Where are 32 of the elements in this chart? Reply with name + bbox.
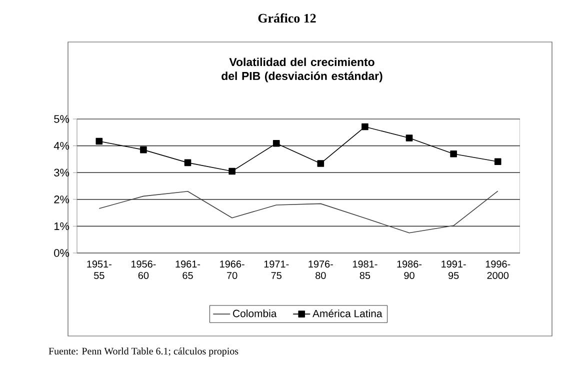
- y-tick-label: 5%: [54, 115, 70, 123]
- x-tick-label: 1986- 90: [397, 260, 422, 280]
- y-tick-label: 3%: [54, 168, 70, 176]
- legend-label: Colombia: [233, 310, 277, 318]
- point: [140, 146, 147, 154]
- source-note: Fuente: Penn World Table 6.1; cálculos propios: [48, 347, 238, 357]
- y-tick-label: 0%: [54, 249, 70, 257]
- point: [317, 160, 324, 167]
- x-tick-label: 1976- 80: [308, 260, 333, 280]
- point: [272, 140, 280, 147]
- point: [450, 150, 457, 158]
- legend-label: América Latina: [312, 309, 382, 318]
- point: [184, 159, 192, 166]
- y-tick-label: 1%: [54, 222, 70, 230]
- x-tick-label: 1966- 70: [220, 260, 244, 280]
- x-tick-label: 1971- 75: [264, 260, 289, 280]
- y-tick-label: 2%: [54, 196, 70, 204]
- point: [406, 134, 413, 142]
- point: [362, 123, 368, 130]
- chart-title: Gráfico 12: [258, 13, 316, 23]
- x-tick-label: 1961- 65: [176, 260, 200, 280]
- x-tick-label: 1981- 85: [352, 260, 378, 280]
- line-series: [98, 190, 498, 234]
- x-tick-label: 1996- 2000: [486, 260, 510, 280]
- point: [228, 168, 236, 175]
- x-tick-label: 1951- 55: [87, 260, 112, 280]
- x-tick-label: 1956- 60: [131, 260, 156, 280]
- x-tick-label: 1991- 95: [442, 260, 466, 280]
- y-tick-label: 4%: [54, 142, 70, 150]
- point: [494, 158, 502, 166]
- chart-subtitle: Volatilidad del crecimiento del PIB (desviación estándar): [222, 58, 382, 82]
- point: [96, 138, 103, 145]
